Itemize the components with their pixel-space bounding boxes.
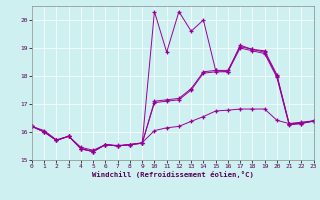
X-axis label: Windchill (Refroidissement éolien,°C): Windchill (Refroidissement éolien,°C) [92,171,254,178]
